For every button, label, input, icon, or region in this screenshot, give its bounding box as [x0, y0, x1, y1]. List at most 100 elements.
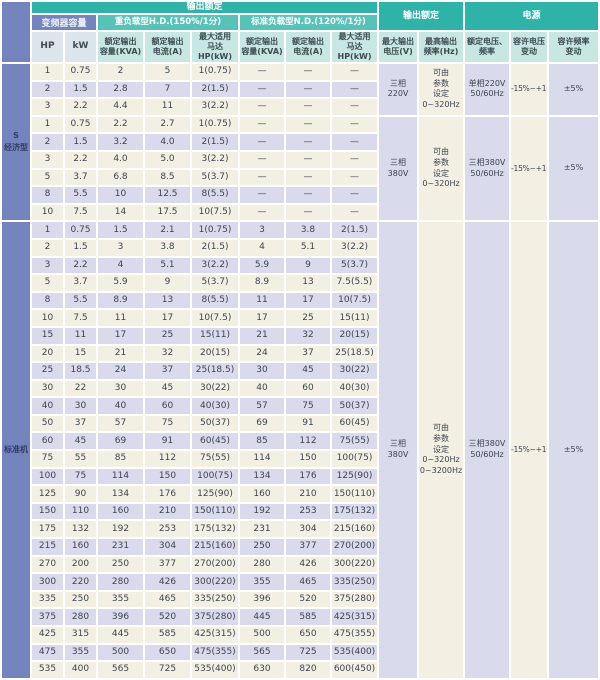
cell-kw: 7.5: [65, 204, 96, 221]
cell-hp: 270: [32, 556, 63, 573]
cell-nd-motor: 100(75): [332, 451, 378, 467]
corner-cell: [2, 2, 30, 62]
cell-hd-current: 304: [145, 539, 190, 555]
cell-hd-capacity: 231: [98, 539, 143, 555]
cell-nd-current: 426: [286, 556, 330, 573]
table-row: 535 400 565 725 535(400) 630 820 600(450): [2, 662, 598, 678]
cell-nd-current: 820: [286, 662, 330, 678]
output-rating-band: 输出额定: [32, 2, 378, 13]
cell-hd-current: 520: [145, 609, 190, 625]
cell-hd-capacity: 17: [98, 327, 143, 344]
cell-nd-current: —: [286, 204, 330, 221]
cell-nd-motor: 7.5(5.5): [332, 275, 378, 291]
cell-nd-motor: 335(250): [332, 574, 378, 590]
cell-hd-current: 5.1: [145, 257, 190, 274]
cell-nd-capacity: 40: [240, 380, 284, 397]
cell-hd-capacity: 355: [98, 591, 143, 608]
cell-nd-current: 465: [286, 574, 330, 590]
cell-hp: 300: [32, 574, 63, 590]
cell-nd-capacity: 231: [240, 521, 284, 538]
cell-hp: 3: [32, 99, 63, 115]
col-voltage-variation: 容许电压 变动: [511, 32, 548, 62]
cell-hp: 535: [32, 662, 63, 678]
col-kw: kW: [65, 32, 96, 62]
table-row: 20 15 21 32 20(15) 24 37 25(18.5): [2, 345, 598, 362]
cell-nd-capacity: 134: [240, 468, 284, 485]
cell-hp: 125: [32, 486, 63, 502]
cell-hd-current: 725: [145, 662, 190, 678]
cell-kw: 55: [65, 451, 96, 467]
voltage-variation-cell: -15%~+10%: [511, 64, 548, 115]
cell-hd-motor: 3(2.2): [192, 151, 238, 168]
table-row: 8 5.5 10 12.5 8(5.5) — — —: [2, 187, 598, 203]
cell-hd-current: 7: [145, 81, 190, 98]
cell-nd-current: 112: [286, 433, 330, 450]
cell-hd-current: 8.5: [145, 169, 190, 186]
cell-hp: 1: [32, 64, 63, 80]
cell-kw: 1.5: [65, 134, 96, 150]
table-row: 3 2.2 4 5.1 3(2.2) 5.9 9 5(3.7): [2, 257, 598, 274]
col-hd-current: 额定输出 电流(A): [145, 32, 190, 62]
cell-nd-capacity: 445: [240, 609, 284, 625]
col-rated-vf: 额定电压、 频率: [465, 32, 510, 62]
cell-nd-motor: 15(11): [332, 310, 378, 326]
output-voltage-cell: 三相 220V: [379, 64, 418, 115]
cell-kw: 132: [65, 521, 96, 538]
cell-nd-motor: —: [332, 99, 378, 115]
col-hd-motor: 最大适用 马达HP(kW): [192, 32, 238, 62]
cell-hp: 3: [32, 151, 63, 168]
cell-nd-capacity: 8.9: [240, 275, 284, 291]
cell-hp: 20: [32, 345, 63, 362]
cell-hd-motor: 100(75): [192, 468, 238, 485]
cell-hp: 3: [32, 257, 63, 274]
cell-hd-capacity: 500: [98, 644, 143, 661]
frequency-variation-cell: ±5%: [549, 64, 599, 115]
cell-kw: 0.75: [65, 116, 96, 133]
table-row: 150 110 160 210 150(110) 192 253 175(132): [2, 503, 598, 520]
frequency-variation-cell: ±5%: [549, 116, 599, 221]
cell-kw: 90: [65, 486, 96, 502]
rated-voltage-frequency-cell: 单相220V 50/60Hz: [465, 64, 510, 115]
cell-nd-capacity: —: [240, 151, 284, 168]
section-label: S 经济型: [2, 64, 30, 221]
cell-nd-motor: —: [332, 64, 378, 80]
cell-kw: 200: [65, 556, 96, 573]
cell-hd-capacity: 280: [98, 574, 143, 590]
table-row: 300 220 280 426 300(220) 355 465 335(250): [2, 574, 598, 590]
cell-hd-current: 2.1: [145, 222, 190, 238]
power-band: 电源: [465, 2, 599, 30]
cell-kw: 37: [65, 415, 96, 432]
cell-kw: 7.5: [65, 310, 96, 326]
header-row-1: 输出额定 输出额定 电源: [2, 2, 599, 62]
cell-nd-motor: 5(3.7): [332, 257, 378, 274]
cell-nd-motor: —: [332, 116, 378, 133]
table-row: 175 132 192 253 175(132) 231 304 215(160): [2, 521, 598, 538]
cell-nd-current: 13: [286, 275, 330, 291]
table-row: 2 1.5 3.2 4.0 2(1.5) — — —: [2, 134, 598, 150]
cell-kw: 160: [65, 539, 96, 555]
cell-hd-capacity: 21: [98, 345, 143, 362]
cell-hd-motor: 50(37): [192, 415, 238, 432]
cell-hd-current: 9: [145, 275, 190, 291]
cell-hp: 40: [32, 398, 63, 414]
cell-kw: 1.5: [65, 239, 96, 256]
cell-nd-current: 176: [286, 468, 330, 485]
cell-hd-capacity: 1.5: [98, 222, 143, 238]
cell-hd-current: 13: [145, 292, 190, 309]
cell-hd-current: 253: [145, 521, 190, 538]
cell-hd-current: 150: [145, 468, 190, 485]
table-row: 475 355 500 650 475(355) 565 725 535(400): [2, 644, 598, 661]
cell-hd-motor: 5(3.7): [192, 169, 238, 186]
cell-hp: 50: [32, 415, 63, 432]
cell-nd-motor: 25(18.5): [332, 345, 378, 362]
normal-duty-band: 标准负载型N.D.(120%/1分): [240, 15, 378, 30]
cell-nd-current: —: [286, 151, 330, 168]
cell-hd-capacity: 2.2: [98, 116, 143, 133]
cell-hd-motor: 10(7.5): [192, 204, 238, 221]
cell-nd-current: 75: [286, 398, 330, 414]
cell-hd-capacity: 2: [98, 64, 143, 80]
cell-nd-current: 520: [286, 591, 330, 608]
cell-nd-motor: 125(90): [332, 468, 378, 485]
rated-voltage-frequency-cell: 三相380V 50/60Hz: [465, 222, 510, 678]
table-row: 2 1.5 3 3.8 2(1.5) 4 5.1 3(2.2): [2, 239, 598, 256]
